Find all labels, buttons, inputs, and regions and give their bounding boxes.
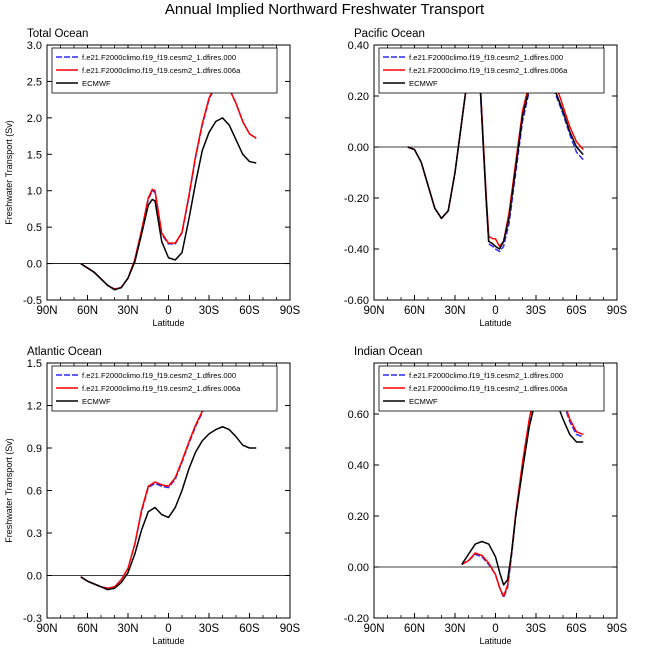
y-tick-label: 0.40 [348,40,369,52]
y-tick-label: 0.5 [27,222,42,234]
x-tick-label: 90N [363,623,384,635]
legend-label: f.e21.F2000climo.f19_f19.cesm2_1.dfires.… [409,66,568,75]
legend-box [378,365,605,412]
y-tick-label: 1.2 [27,401,42,413]
x-tick-label: 30S [199,623,220,635]
y-tick-label: 2.0 [27,113,42,125]
legend-label: ECMWF [409,79,438,88]
y-tick-label: 0.20 [348,511,369,523]
legend-label: f.e21.F2000climo.f19_f19.cesm2_1.dfires.… [409,371,563,380]
panel-title: Atlantic Ocean [27,346,102,358]
x-tick-label: 90N [36,305,57,317]
x-tick-label: 30N [117,305,138,317]
y-tick-label: 1.5 [27,358,42,370]
y-tick-label: 2.5 [27,76,42,88]
series-line-2 [80,117,257,291]
y-tick-label: 0.0 [27,571,42,583]
y-tick-label: 0.60 [348,409,369,421]
legend-label: ECMWF [409,397,438,406]
x-tick-label: 30N [444,305,465,317]
legend-label: f.e21.F2000climo.f19_f19.cesm2_1.dfires.… [409,384,568,393]
x-tick-label: 60N [77,305,98,317]
x-tick-label: 0 [165,305,171,317]
y-tick-label: 1.5 [27,149,42,161]
legend: f.e21.F2000climo.f19_f19.cesm2_1.dfires.… [378,365,605,412]
legend-label: ECMWF [82,397,111,406]
x-tick-label: 90N [36,623,57,635]
y-tick-label: -0.5 [23,295,42,307]
y-tick-label: 0.00 [348,142,369,154]
y-tick-label: -0.3 [23,613,42,625]
x-axis-label: Latitude [479,636,511,646]
x-tick-label: 30S [526,623,547,635]
panel-title: Indian Ocean [354,346,422,358]
x-tick-label: 90S [607,623,628,635]
x-axis-label: Latitude [152,636,184,646]
x-tick-label: 90S [280,623,301,635]
panel-title: Pacific Ocean [354,28,425,40]
y-tick-label: 0.20 [348,91,369,103]
series-line-2 [461,385,584,586]
legend-label: f.e21.F2000climo.f19_f19.cesm2_1.dfires.… [82,53,236,62]
legend-box [51,47,278,94]
panel-atlantic: Atlantic Ocean 90N 60N 30N 0 30S 60S 90S -0.3 0.0… [4,346,301,646]
y-tick-label: -0.20 [344,193,369,205]
legend: f.e21.F2000climo.f19_f19.cesm2_1.dfires.… [51,47,278,94]
legend: f.e21.F2000climo.f19_f19.cesm2_1.dfires.… [51,365,278,412]
x-tick-label: 30N [117,623,138,635]
y-tick-label: 3.0 [27,40,42,52]
x-tick-label: 60N [77,623,98,635]
y-tick-label: -0.60 [344,295,369,307]
legend: f.e21.F2000climo.f19_f19.cesm2_1.dfires.… [378,47,605,94]
x-tick-label: 60S [239,623,260,635]
x-axis-label: Latitude [152,318,184,328]
y-tick-label: -0.40 [344,244,369,256]
panel-total: Total Ocean 90N 60N 30N 0 30S 60S 90S -0.5 0.0 0.5… [4,28,301,328]
y-tick-label: 0.6 [27,486,42,498]
panel-pacific: Pacific Ocean 90N 60N 30N 0 30S 60S 90S -0.60 -0.… [344,28,628,328]
y-tick-label: 0.00 [348,562,369,574]
x-tick-label: 0 [492,623,498,635]
page-title: Annual Implied Northward Freshwater Tran… [164,1,485,18]
legend-label: f.e21.F2000climo.f19_f19.cesm2_1.dfires.… [409,53,563,62]
x-tick-label: 30S [199,305,220,317]
x-tick-label: 30S [526,305,547,317]
x-tick-label: 60S [566,623,587,635]
x-tick-label: 0 [492,305,498,317]
x-tick-label: 90S [280,305,301,317]
y-tick-label: 0.9 [27,443,42,455]
y-tick-label: 0.0 [27,259,42,271]
legend-box [378,47,605,94]
legend-label: f.e21.F2000climo.f19_f19.cesm2_1.dfires.… [82,371,236,380]
series-line-2 [80,426,257,591]
x-tick-label: 60N [404,623,425,635]
x-tick-label: 60S [239,305,260,317]
panel-title: Total Ocean [27,28,88,40]
y-tick-label: 1.0 [27,186,42,198]
x-tick-label: 60S [566,305,587,317]
y-tick-label: -0.20 [344,613,369,625]
x-tick-label: 60N [404,305,425,317]
x-axis-label: Latitude [479,318,511,328]
x-tick-label: 0 [165,623,171,635]
x-tick-label: 90S [607,305,628,317]
legend-label: ECMWF [82,79,111,88]
x-tick-label: 30N [444,623,465,635]
y-tick-label: 0.3 [27,528,42,540]
y-axis-label: Freshwater Transport (Sv) [4,438,14,543]
legend-label: f.e21.F2000climo.f19_f19.cesm2_1.dfires.… [82,66,241,75]
y-axis-label: Freshwater Transport (Sv) [4,120,14,225]
legend-label: f.e21.F2000climo.f19_f19.cesm2_1.dfires.… [82,384,241,393]
legend-box [51,365,278,412]
y-tick-label: 0.40 [348,460,369,472]
x-tick-label: 90N [363,305,384,317]
panel-indian: Indian Ocean 90N 60N 30N 0 30S 60S 90S -0.20 0.00… [344,346,628,646]
